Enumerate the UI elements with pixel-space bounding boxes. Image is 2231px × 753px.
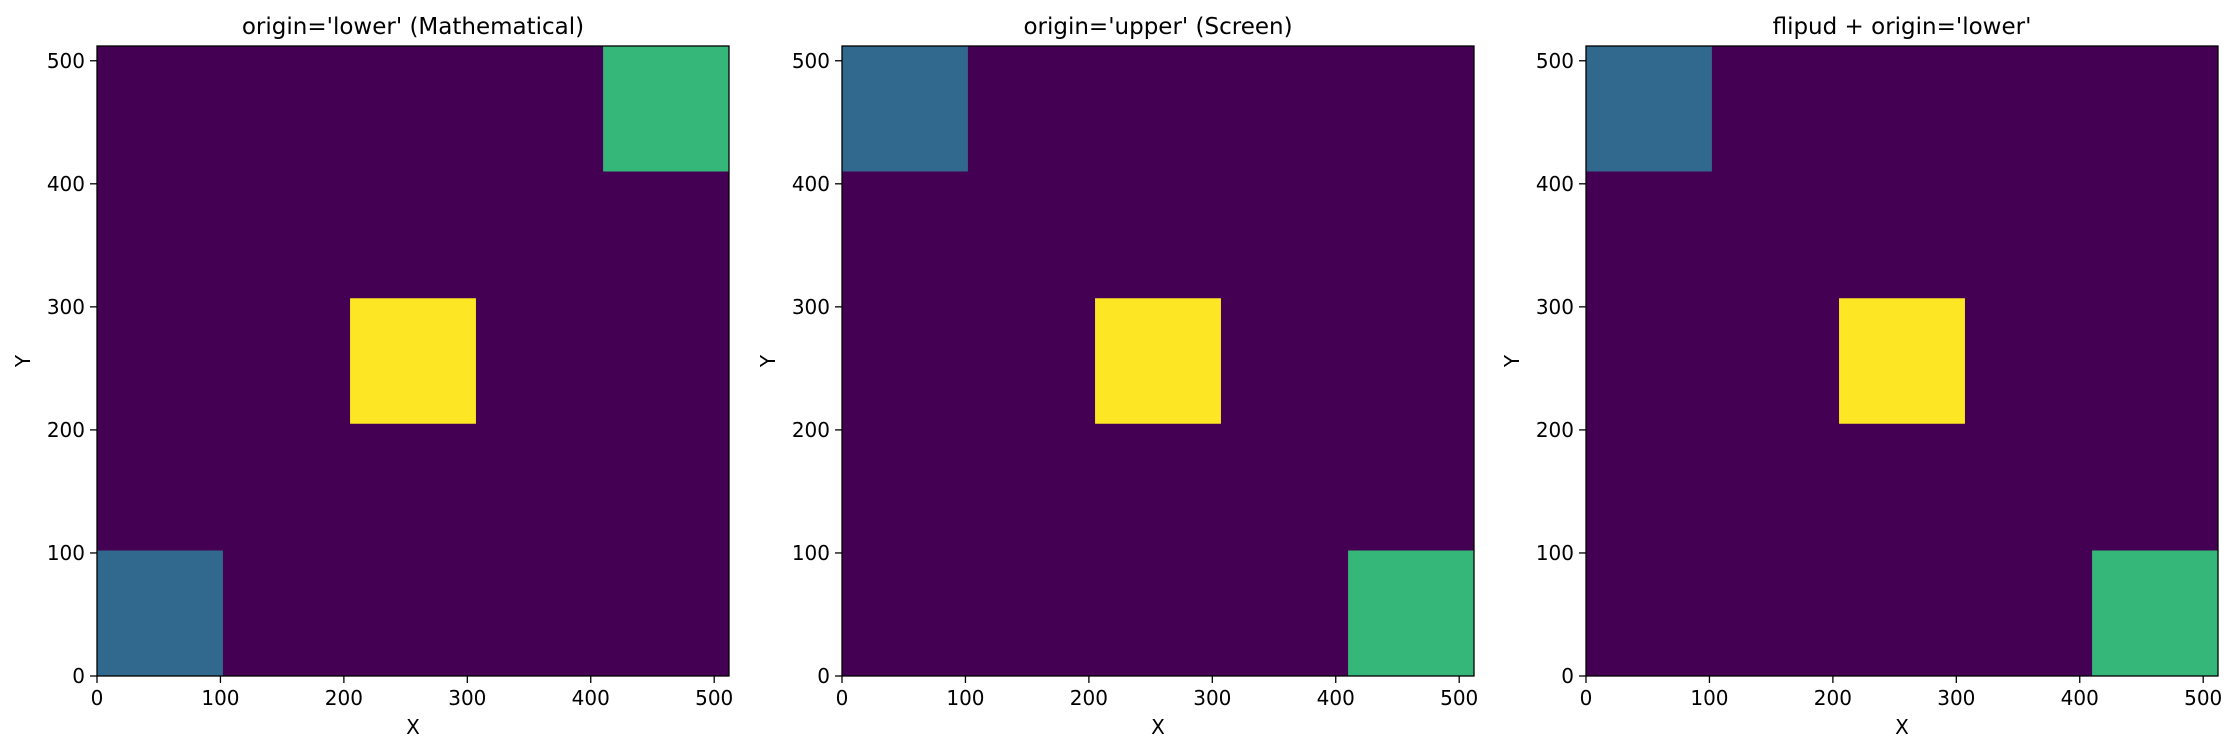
x-axis-label: X bbox=[1151, 715, 1165, 739]
y-tick-label: 0 bbox=[817, 664, 830, 688]
y-tick-label: 100 bbox=[47, 541, 85, 565]
chart-title: origin='upper' (Screen) bbox=[1023, 14, 1292, 40]
x-tick-label: 300 bbox=[1937, 686, 1975, 710]
square-2 bbox=[1839, 298, 1965, 424]
y-tick-label: 500 bbox=[47, 49, 85, 73]
square-3 bbox=[2092, 550, 2218, 676]
y-tick-label: 300 bbox=[1536, 295, 1574, 319]
y-tick-label: 200 bbox=[1536, 418, 1574, 442]
y-tick-label: 0 bbox=[72, 664, 85, 688]
square-2 bbox=[1095, 298, 1221, 424]
x-tick-label: 100 bbox=[201, 686, 239, 710]
x-tick-label: 400 bbox=[2061, 686, 2099, 710]
panel-2: 0 100 200 300 400 500 0 100 200 300 400 500 origin='… bbox=[756, 14, 1478, 739]
y-tick-label: 500 bbox=[792, 49, 830, 73]
x-tick-label: 0 bbox=[91, 686, 104, 710]
x-tick-label: 100 bbox=[1690, 686, 1728, 710]
x-tick-label: 0 bbox=[836, 686, 849, 710]
x-tick-label: 300 bbox=[1193, 686, 1231, 710]
axes-frame bbox=[841, 45, 1475, 677]
square-1 bbox=[1586, 46, 1712, 172]
square-2 bbox=[350, 298, 476, 424]
square-1 bbox=[97, 550, 223, 676]
y-tick-label: 400 bbox=[792, 172, 830, 196]
square-3 bbox=[1348, 550, 1474, 676]
x-tick-label: 500 bbox=[1440, 686, 1478, 710]
x-tick-label: 200 bbox=[1814, 686, 1852, 710]
y-axis-label: Y bbox=[1500, 354, 1524, 368]
x-tick-label: 200 bbox=[1070, 686, 1108, 710]
y-tick-label: 300 bbox=[792, 295, 830, 319]
y-tick-label: 100 bbox=[792, 541, 830, 565]
x-axis-label: X bbox=[1895, 715, 1909, 739]
axes-frame bbox=[1585, 45, 2219, 677]
x-tick-label: 400 bbox=[1317, 686, 1355, 710]
axes-frame bbox=[96, 45, 730, 677]
x-tick-label: 0 bbox=[1580, 686, 1593, 710]
chart-title: origin='lower' (Mathematical) bbox=[242, 14, 584, 40]
x-tick-label: 100 bbox=[946, 686, 984, 710]
y-tick-label: 400 bbox=[47, 172, 85, 196]
y-axis-label: Y bbox=[11, 354, 35, 368]
x-tick-label: 400 bbox=[572, 686, 610, 710]
x-tick-label: 300 bbox=[448, 686, 486, 710]
x-tick-label: 200 bbox=[325, 686, 363, 710]
square-3 bbox=[603, 46, 729, 172]
y-tick-label: 0 bbox=[1561, 664, 1574, 688]
x-tick-label: 500 bbox=[2184, 686, 2222, 710]
chart-title: flipud + origin='lower' bbox=[1773, 14, 2032, 40]
panel-3: 0 100 200 300 400 500 0 100 200 300 400 500 flipud +… bbox=[1500, 14, 2222, 739]
y-tick-label: 100 bbox=[1536, 541, 1574, 565]
y-tick-label: 500 bbox=[1536, 49, 1574, 73]
square-1 bbox=[842, 46, 968, 172]
y-axis-label: Y bbox=[756, 354, 780, 368]
x-tick-label: 500 bbox=[695, 686, 733, 710]
y-tick-label: 200 bbox=[47, 418, 85, 442]
x-axis-label: X bbox=[406, 715, 420, 739]
panel-1: 0 100 200 300 400 500 0 100 200 300 400 500 origin='… bbox=[11, 14, 733, 739]
y-tick-label: 400 bbox=[1536, 172, 1574, 196]
y-tick-label: 300 bbox=[47, 295, 85, 319]
y-tick-label: 200 bbox=[792, 418, 830, 442]
